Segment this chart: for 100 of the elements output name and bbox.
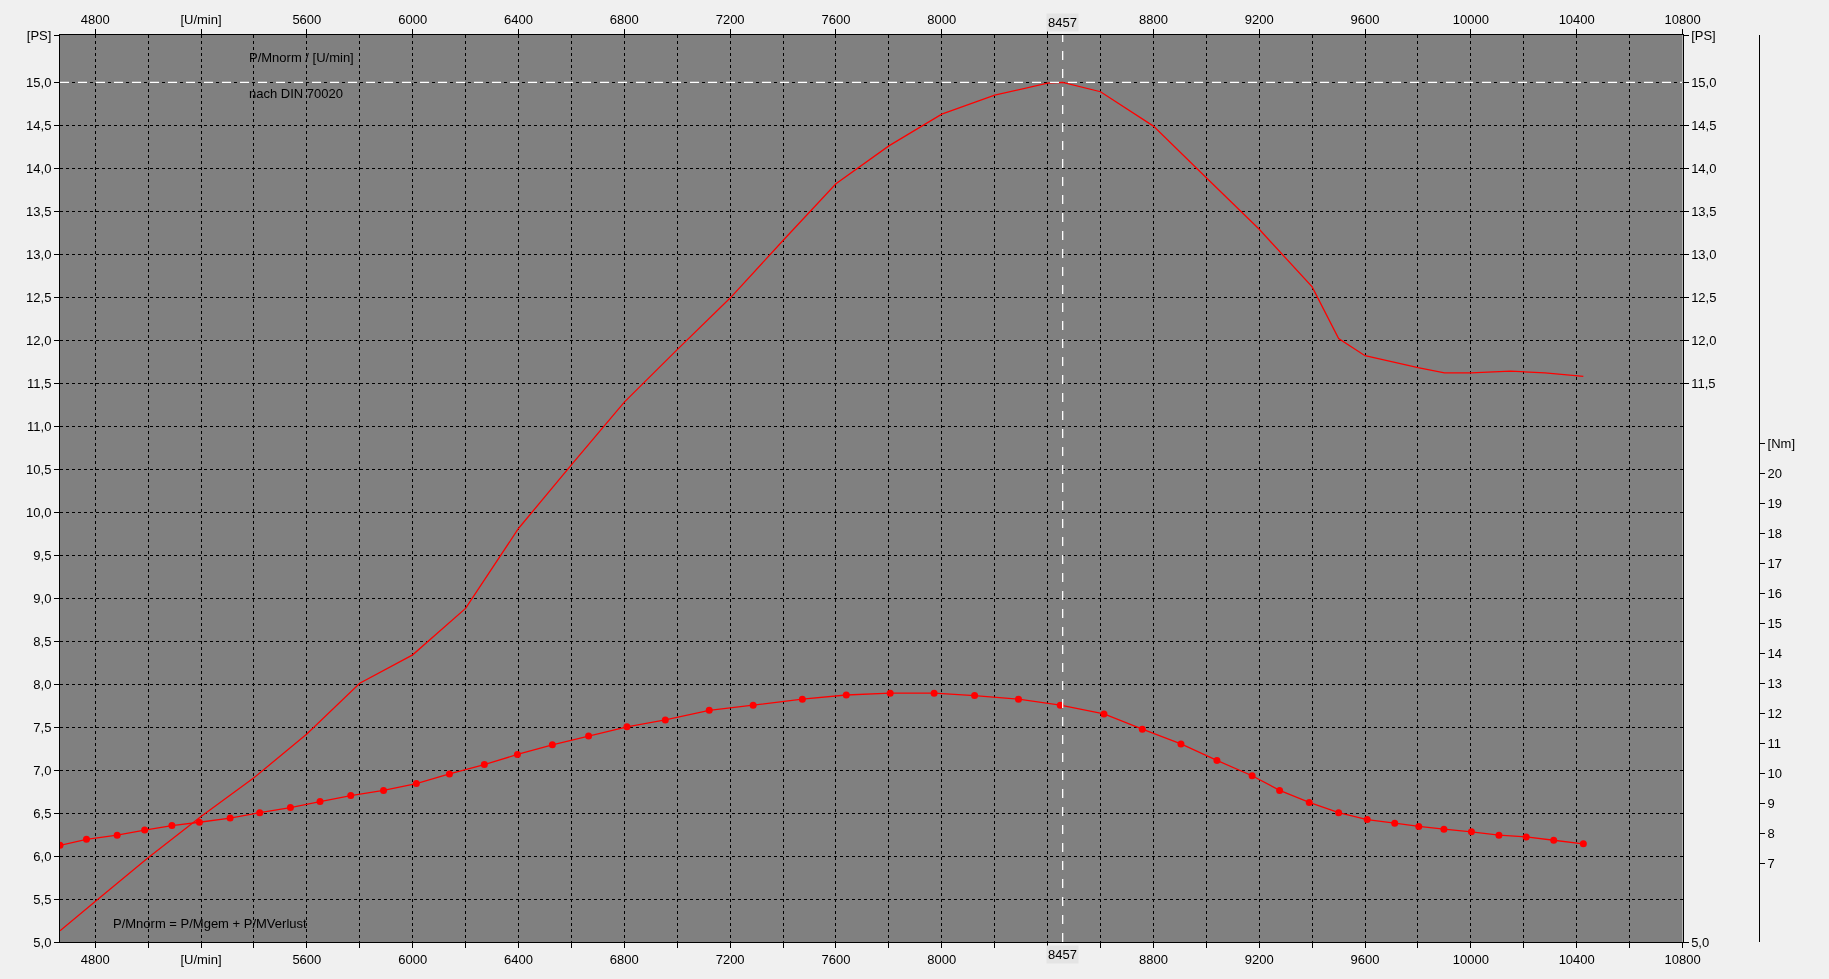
y-tick-label: 10,5 xyxy=(26,461,52,477)
y2-tick-label: 13,0 xyxy=(1691,246,1717,262)
y-tick-label: 8,5 xyxy=(33,633,52,649)
x-tick-label: 10800 xyxy=(1664,11,1701,27)
point xyxy=(548,741,556,749)
x2-tick-label: 4800 xyxy=(80,951,110,967)
y-tick-label: 6,0 xyxy=(33,848,52,864)
point xyxy=(1305,798,1313,806)
y3-tick-label: 12 xyxy=(1767,706,1783,722)
y3-tick-label: 19 xyxy=(1767,496,1783,512)
y-tick-label: [PS] xyxy=(26,27,52,43)
line-series xyxy=(60,81,1584,932)
point xyxy=(1440,825,1448,833)
x2-tick-label: 10000 xyxy=(1452,951,1489,967)
point xyxy=(113,831,121,839)
y-tick-label: 14,0 xyxy=(26,160,52,176)
x-tick-label: 6400 xyxy=(504,11,533,27)
point xyxy=(971,692,979,700)
y3-tick-label: 11 xyxy=(1767,736,1782,752)
y-tick-label: 13,5 xyxy=(26,203,52,219)
x2-tick-label: 6400 xyxy=(504,951,533,967)
point xyxy=(1363,816,1371,824)
x-tick-label: 6800 xyxy=(609,11,639,27)
point xyxy=(1248,772,1256,780)
text: 8457 xyxy=(1048,947,1077,962)
x2-tick-label: 8800 xyxy=(1138,951,1168,967)
ref-line-label: 8457 xyxy=(1048,15,1077,30)
point xyxy=(886,689,894,697)
x-tick-label: 7600 xyxy=(821,11,851,27)
y3-tick-label: [Nm] xyxy=(1767,436,1796,452)
x-tick-label: 10400 xyxy=(1558,11,1595,27)
point xyxy=(347,792,355,800)
y3-tick-label: 15 xyxy=(1767,616,1783,632)
y-tick-label: 15,0 xyxy=(26,74,52,90)
point xyxy=(1579,840,1587,848)
y3-tick-label: 13 xyxy=(1767,676,1783,692)
y2-tick-label: 11,5 xyxy=(1691,375,1716,391)
y2-tick-label: [PS] xyxy=(1691,27,1716,43)
y-tick-label: 9,5 xyxy=(33,547,52,563)
x-tick-label: 8000 xyxy=(927,11,957,27)
point xyxy=(842,691,850,699)
point xyxy=(1522,833,1530,841)
point xyxy=(661,716,669,724)
point xyxy=(82,835,90,843)
point xyxy=(1276,786,1284,794)
point xyxy=(1391,819,1399,827)
y-tick-label: 6,5 xyxy=(33,805,52,821)
point xyxy=(412,780,420,788)
point xyxy=(1100,710,1108,718)
y-tick-label: 9,0 xyxy=(33,590,52,606)
point xyxy=(380,786,388,794)
point xyxy=(749,701,757,709)
y-tick-label: 11,5 xyxy=(27,375,52,391)
y2-tick-label: 14,5 xyxy=(1691,117,1717,133)
point xyxy=(226,814,234,822)
x-tick-label: 10000 xyxy=(1452,11,1489,27)
y3-tick-label: 14 xyxy=(1767,646,1783,662)
point xyxy=(168,822,176,830)
annotation: nach DIN 70020 xyxy=(249,86,343,101)
y3-tick-label: 18 xyxy=(1767,526,1783,542)
annotation: P/Mnorm = P/Mgem + P/MVerlust xyxy=(113,916,307,931)
x2-tick-label: 10800 xyxy=(1664,951,1701,967)
point xyxy=(585,732,593,740)
x2-tick-label: 5600 xyxy=(292,951,322,967)
point xyxy=(513,750,521,758)
y-tick-label: 10,0 xyxy=(26,504,52,520)
point xyxy=(195,818,203,826)
point xyxy=(1335,809,1343,817)
x-tick-label: 6000 xyxy=(398,11,428,27)
y-tick-label: 7,0 xyxy=(33,762,52,778)
x-tick-label: [U/min] xyxy=(180,11,222,27)
y3-tick-label: 16 xyxy=(1767,586,1783,602)
y2-tick-label: 13,5 xyxy=(1691,203,1717,219)
point xyxy=(1015,695,1022,703)
y2-tick-label: 5,0 xyxy=(1691,934,1710,950)
y-tick-label: 11,0 xyxy=(27,418,52,434)
y2-tick-label: 12,5 xyxy=(1691,289,1717,305)
y3-tick-label: 9 xyxy=(1767,796,1775,812)
x2-tick-label: 7200 xyxy=(715,951,745,967)
x-tick-label: 4800 xyxy=(80,11,110,27)
x2-tick-label: 7600 xyxy=(821,951,851,967)
y-tick-label: 8,0 xyxy=(33,676,52,692)
point xyxy=(1213,756,1221,764)
x-tick-label: 9600 xyxy=(1350,11,1380,27)
y2-tick-label: 14,0 xyxy=(1691,160,1717,176)
x-tick-label: 5600 xyxy=(292,11,322,27)
point xyxy=(798,695,806,703)
point xyxy=(480,761,488,769)
y2-tick-label: 15,0 xyxy=(1691,74,1717,90)
point xyxy=(256,809,264,817)
y3-tick-label: 20 xyxy=(1767,466,1783,482)
x2-tick-label: [U/min] xyxy=(180,951,222,967)
point xyxy=(141,826,149,834)
y3-tick-label: 7 xyxy=(1767,856,1775,872)
point xyxy=(623,723,631,731)
x2-tick-label: 9600 xyxy=(1350,951,1380,967)
point xyxy=(1138,725,1146,733)
y3-tick-label: 10 xyxy=(1767,766,1783,782)
x-tick-label: 9200 xyxy=(1244,11,1274,27)
point xyxy=(1467,828,1475,836)
